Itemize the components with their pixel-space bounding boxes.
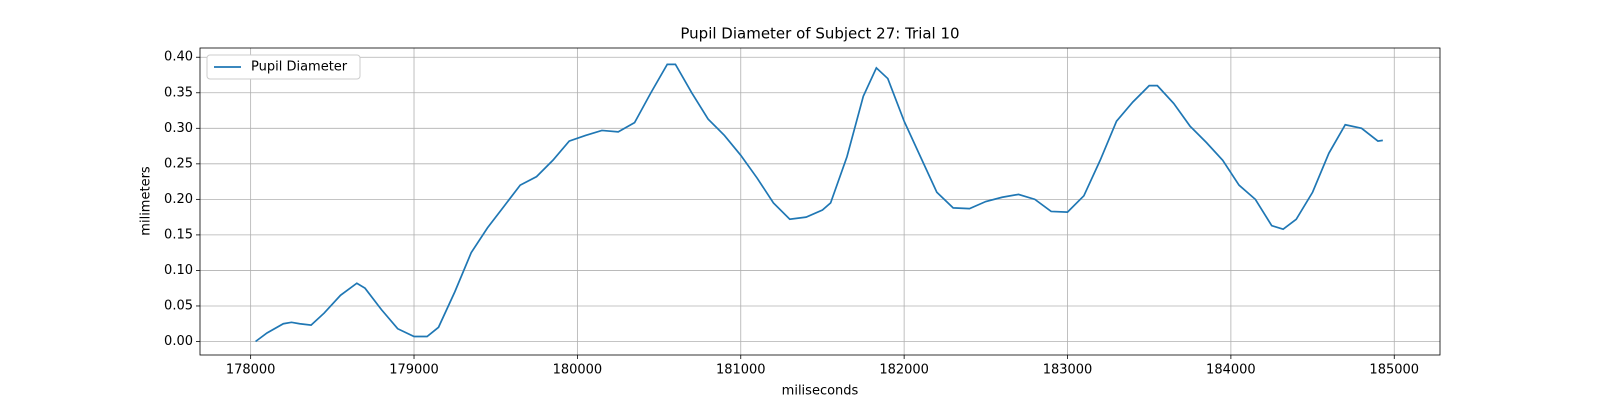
x-tick-label: 182000 (879, 363, 929, 378)
y-tick-label: 0.15 (164, 227, 193, 242)
plot-frame (199, 47, 1441, 356)
y-tick-label: 0.20 (164, 192, 193, 207)
y-tick-label: 0.40 (164, 50, 193, 65)
y-tick-label: 0.10 (164, 263, 193, 278)
x-tick-label: 180000 (553, 363, 603, 378)
x-tick-label: 178000 (226, 363, 276, 378)
x-tick-label: 181000 (716, 363, 766, 378)
legend-box (206, 54, 361, 80)
x-tick-label: 179000 (389, 363, 439, 378)
y-tick-label: 0.05 (164, 298, 193, 313)
y-tick-label: 0.00 (164, 334, 193, 349)
y-tick-label: 0.25 (164, 156, 193, 171)
legend-label: Pupil Diameter (251, 60, 348, 75)
y-axis-label: milimeters (139, 166, 154, 236)
x-tick-label: 183000 (1043, 363, 1093, 378)
chart-title: Pupil Diameter of Subject 27: Trial 10 (680, 25, 959, 43)
y-tick-label: 0.35 (164, 85, 193, 100)
x-tick-label: 184000 (1206, 363, 1256, 378)
y-tick-label: 0.30 (164, 121, 193, 136)
data-line (255, 63, 1383, 343)
x-tick-label: 185000 (1369, 363, 1419, 378)
x-axis-label: miliseconds (782, 384, 859, 399)
